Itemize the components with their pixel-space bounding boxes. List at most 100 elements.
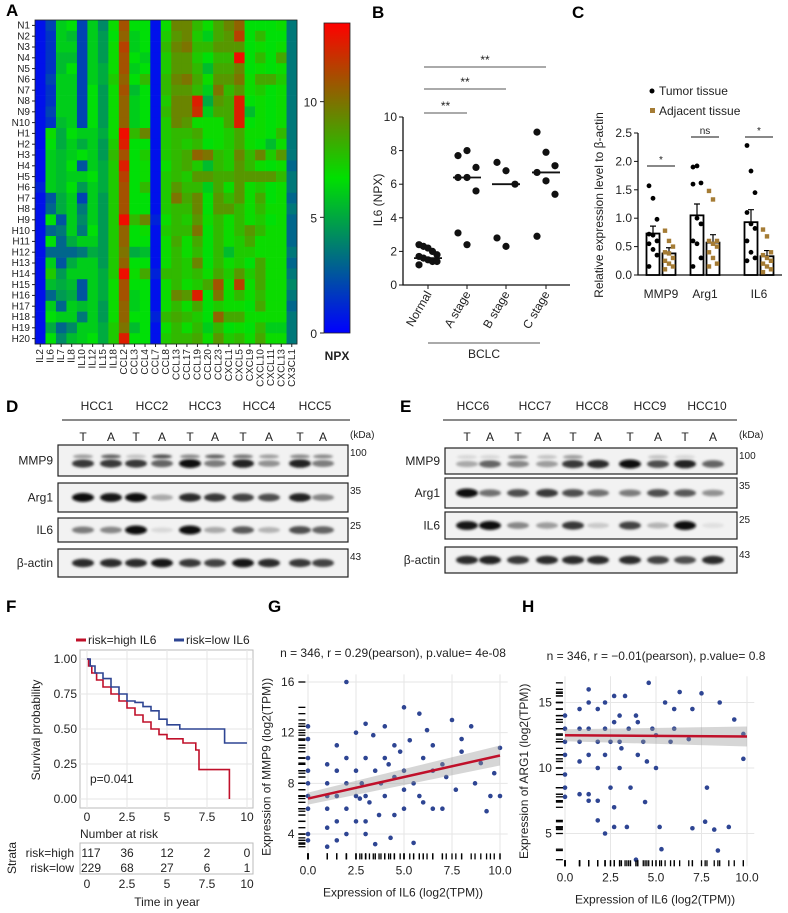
heatmap-cell <box>160 225 172 237</box>
heatmap-cell <box>87 311 99 323</box>
data-point <box>714 261 720 266</box>
heatmap-cell <box>234 52 245 64</box>
protein-band <box>587 489 609 497</box>
panel-label-d: D <box>6 397 18 416</box>
heatmap-cell <box>244 182 256 194</box>
sample-label: HCC3 <box>189 399 222 413</box>
heatmap-cell <box>139 128 151 140</box>
data-point <box>666 251 672 256</box>
heatmap-cell <box>223 149 235 161</box>
heatmap-cell <box>66 268 78 280</box>
heatmap-cell <box>181 268 193 280</box>
heatmap-cell <box>139 268 151 280</box>
heatmap-cell <box>276 268 287 280</box>
heatmap-cell <box>97 84 109 96</box>
data-point <box>430 743 436 748</box>
heatmap-cell <box>286 149 298 161</box>
heatmap-cell <box>192 257 203 269</box>
data-point <box>710 197 716 202</box>
y-tick-label: 8 <box>288 776 295 790</box>
protein-band <box>258 527 280 533</box>
plot-area <box>298 674 508 860</box>
protein-band <box>289 459 311 468</box>
protein-band <box>536 460 558 468</box>
y-tick-label: 4 <box>288 827 295 841</box>
heatmap-cell <box>265 268 277 280</box>
data-point <box>670 264 676 269</box>
risk-table-title: Number at risk <box>80 827 159 841</box>
heatmap-cell <box>213 257 224 269</box>
heatmap-cell <box>171 192 183 204</box>
protein-band <box>100 459 122 468</box>
heatmap-cell <box>108 214 120 226</box>
heatmap-cell <box>255 74 266 86</box>
heatmap-cell <box>286 171 298 183</box>
heatmap-cell <box>202 322 214 334</box>
heatmap-cell <box>139 20 151 32</box>
panel-label-f: F <box>6 597 16 616</box>
heatmap-cell <box>160 268 172 280</box>
heatmap-cell <box>139 322 151 334</box>
heatmap-cell <box>181 333 193 345</box>
protein-band <box>507 555 529 565</box>
data-point <box>608 785 613 790</box>
risk-count: 1 <box>244 861 251 875</box>
heatmap-column-label: CXCL9 <box>245 349 256 382</box>
heatmap-cell <box>213 30 224 42</box>
heatmap-row-label: H10 <box>12 226 31 237</box>
data-point <box>760 261 766 266</box>
heatmap-cell <box>55 182 67 194</box>
lane-label: A <box>709 430 717 444</box>
heatmap-cell <box>276 84 287 96</box>
data-point <box>397 749 403 754</box>
protein-band <box>232 526 254 534</box>
heatmap-cell <box>171 74 183 86</box>
heatmap-cell <box>223 236 235 248</box>
heatmap-cell <box>66 290 78 302</box>
risk-row-label: risk=high <box>26 846 74 860</box>
heatmap-cell <box>45 63 57 75</box>
data-point <box>372 768 378 773</box>
protein-band <box>456 555 478 565</box>
protein-band-upper <box>563 455 583 459</box>
heatmap-cell <box>286 290 298 302</box>
data-point <box>491 770 497 776</box>
data-point <box>388 835 393 841</box>
heatmap-cell <box>66 149 78 161</box>
lane-label: A <box>319 430 327 444</box>
heatmap-cell <box>265 117 277 129</box>
heatmap-cell <box>45 322 57 334</box>
heatmap-cell <box>223 95 235 107</box>
heatmap-cell <box>286 128 298 140</box>
heatmap-cell <box>202 214 214 226</box>
protein-band-upper <box>675 455 695 459</box>
data-point <box>453 787 459 792</box>
data-point <box>440 806 445 811</box>
significance-label: ns <box>700 126 711 137</box>
heatmap-cell <box>223 117 235 129</box>
heatmap-cell <box>202 74 214 86</box>
heatmap-cell <box>255 20 266 32</box>
heatmap-cell <box>192 106 203 118</box>
data-point <box>586 752 591 758</box>
heatmap-cell <box>45 279 57 291</box>
heatmap-cell <box>276 63 287 75</box>
protein-band <box>562 489 584 497</box>
heatmap-cell <box>276 95 287 107</box>
heatmap-cell <box>181 41 193 53</box>
heatmap-cell <box>265 225 277 237</box>
legend-label-adjacent: Adjacent tissue <box>659 104 741 118</box>
heatmap-cell <box>139 30 151 42</box>
y-tick-label: 1.0 <box>615 211 632 225</box>
heatmap-cell <box>202 171 214 183</box>
data-point <box>533 128 541 136</box>
heatmap-column-label: CCL13 <box>171 349 182 381</box>
heatmap-cell <box>87 30 99 42</box>
heatmap-cell <box>192 182 203 194</box>
heatmap-cell <box>255 106 266 118</box>
data-point <box>376 812 382 818</box>
heatmap-cell <box>129 138 141 150</box>
heatmap-cell <box>118 279 130 291</box>
heatmap-cell <box>45 192 57 204</box>
heatmap-cell <box>213 279 224 291</box>
